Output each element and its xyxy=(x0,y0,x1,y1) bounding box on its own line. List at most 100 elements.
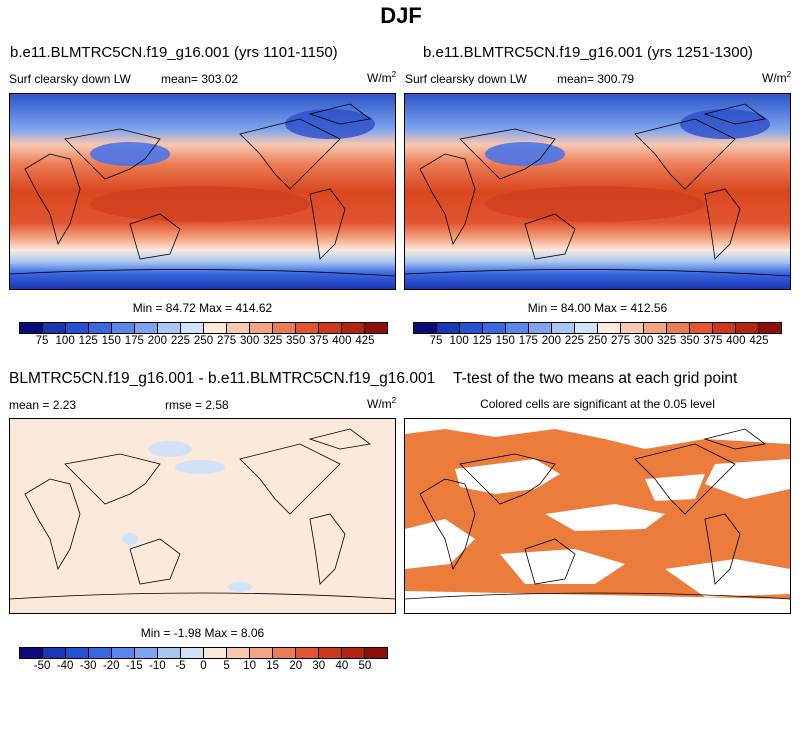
colorbar-tick-label: 100 xyxy=(449,335,469,347)
colorbar-tick-label: 125 xyxy=(78,335,98,347)
colorbar-swatch xyxy=(250,323,273,333)
colorbar-swatch xyxy=(529,323,552,333)
colorbar-swatch xyxy=(227,648,250,658)
colorbar-tick-label: 50 xyxy=(358,660,372,672)
colorbar-swatch xyxy=(506,323,529,333)
colorbar-swatch xyxy=(250,648,273,658)
colorbar-swatch xyxy=(20,323,43,333)
colorbar-tick-label: 200 xyxy=(147,335,167,347)
colorbar-tick-label: 125 xyxy=(472,335,492,347)
colorbar-swatch xyxy=(365,323,387,333)
colorbar-swatch xyxy=(598,323,621,333)
panel3-map xyxy=(9,418,396,614)
colorbar-swatch xyxy=(713,323,736,333)
panel4-subtitle: Colored cells are significant at the 0.0… xyxy=(480,397,715,411)
colorbar-tick-label: 200 xyxy=(541,335,561,347)
colorbar-swatch xyxy=(43,648,66,658)
panel1-map xyxy=(9,93,396,290)
colorbar-swatch xyxy=(181,648,204,658)
panel1-title: b.e11.BLMTRC5CN.f19_g16.001 (yrs 1101-11… xyxy=(10,44,338,61)
colorbar-swatch xyxy=(736,323,759,333)
panel4-title: T-test of the two means at each grid poi… xyxy=(453,370,738,387)
colorbar-swatch xyxy=(89,323,112,333)
colorbar-tick-label: 225 xyxy=(564,335,585,347)
figure-title: DJF xyxy=(380,3,422,28)
panel2-minmax: Min = 84.00 Max = 412.56 xyxy=(527,301,668,315)
panel2-variable-label: Surf clearsky down LW xyxy=(405,72,527,86)
colorbar-tick-label: 5 xyxy=(223,660,230,672)
colorbar-tick-label: 150 xyxy=(495,335,515,347)
colorbar-tick-label: 300 xyxy=(634,335,654,347)
colorbar-swatch xyxy=(273,323,296,333)
colorbar-tick-label: 250 xyxy=(587,335,608,347)
colorbar-swatch xyxy=(227,323,250,333)
colorbar-swatch xyxy=(66,323,89,333)
colorbar-difference xyxy=(19,647,388,659)
colorbar-tick-label: 10 xyxy=(243,660,257,672)
colorbar-swatch xyxy=(342,323,365,333)
colorbar-tick-label: 375 xyxy=(703,335,723,347)
colorbar-tick-label: 225 xyxy=(170,335,191,347)
colorbar-tick-label: 100 xyxy=(55,335,75,347)
colorbar-swatch xyxy=(158,323,181,333)
colorbar-swatch xyxy=(690,323,713,333)
colorbar-tick-label: 425 xyxy=(355,335,375,347)
panel2-map xyxy=(404,93,791,290)
colorbar-swatch xyxy=(135,648,158,658)
colorbar-tick-label: -10 xyxy=(149,660,166,672)
panel2-mean-label: mean= 300.79 xyxy=(557,72,635,86)
colorbar-tick-label: -40 xyxy=(56,660,74,672)
colorbar-swatch xyxy=(414,323,437,333)
colorbar-tick-label: 300 xyxy=(240,335,260,347)
colorbar-tick-label: 425 xyxy=(749,335,769,347)
colorbar-swatch xyxy=(667,323,690,333)
colorbar-absolute-left-labels: 75 100 125 150 175 200 225 250 275 300 325 350 375 40… xyxy=(19,335,388,349)
colorbar-swatch xyxy=(319,323,342,333)
colorbar-swatch xyxy=(644,323,667,333)
colorbar-swatch xyxy=(437,323,460,333)
colorbar-swatch xyxy=(483,323,506,333)
colorbar-swatch xyxy=(204,648,227,658)
colorbar-tick-label: 15 xyxy=(266,660,280,672)
colorbar-absolute-right-labels: 75 100 125 150 175 200 225 250 275 300 325 350 375 40… xyxy=(413,335,782,349)
colorbar-swatch xyxy=(43,323,66,333)
panel1-units: W/m2 xyxy=(367,70,397,85)
colorbar-swatch xyxy=(112,648,135,658)
colorbar-swatch xyxy=(273,648,296,658)
colorbar-tick-label: -15 xyxy=(126,660,143,672)
colorbar-tick-label: 275 xyxy=(610,335,631,347)
colorbar-tick-label: 150 xyxy=(101,335,121,347)
colorbar-swatch xyxy=(365,648,387,658)
colorbar-swatch xyxy=(112,323,135,333)
colorbar-swatch xyxy=(319,648,342,658)
colorbar-tick-label: 40 xyxy=(335,660,349,672)
colorbar-swatch xyxy=(181,323,204,333)
colorbar-swatch xyxy=(296,323,319,333)
panel3-mean-label: mean = 2.23 xyxy=(9,398,77,412)
colorbar-tick-label: 250 xyxy=(193,335,214,347)
colorbar-difference-labels: -50 -40 -30 -20 -15 -10 -5 0 5 10 15 20 30 40 50 xyxy=(19,660,388,674)
colorbar-swatch xyxy=(20,648,43,658)
colorbar-absolute-right xyxy=(413,322,782,334)
colorbar-swatch xyxy=(759,323,781,333)
colorbar-tick-label: -30 xyxy=(79,660,97,672)
panel3-units: W/m2 xyxy=(367,396,397,411)
colorbar-swatch xyxy=(621,323,644,333)
colorbar-swatch xyxy=(342,648,365,658)
panel2-units: W/m2 xyxy=(762,70,792,85)
colorbar-swatch xyxy=(552,323,575,333)
panel2-title: b.e11.BLMTRC5CN.f19_g16.001 (yrs 1251-13… xyxy=(423,44,753,61)
colorbar-swatch xyxy=(66,648,89,658)
panel1-mean-label: mean= 303.02 xyxy=(161,72,239,86)
colorbar-tick-label: 175 xyxy=(518,335,538,347)
panel1-minmax: Min = 84.72 Max = 414.62 xyxy=(132,301,273,315)
colorbar-tick-label: 175 xyxy=(124,335,144,347)
colorbar-tick-label: -20 xyxy=(102,660,120,672)
colorbar-tick-label: 325 xyxy=(263,335,283,347)
colorbar-tick-label: 75 xyxy=(35,335,49,347)
colorbar-swatch xyxy=(204,323,227,333)
colorbar-tick-label: 20 xyxy=(289,660,303,672)
panel1-variable-label: Surf clearsky down LW xyxy=(9,72,131,86)
colorbar-swatch xyxy=(135,323,158,333)
colorbar-tick-label: 400 xyxy=(726,335,746,347)
